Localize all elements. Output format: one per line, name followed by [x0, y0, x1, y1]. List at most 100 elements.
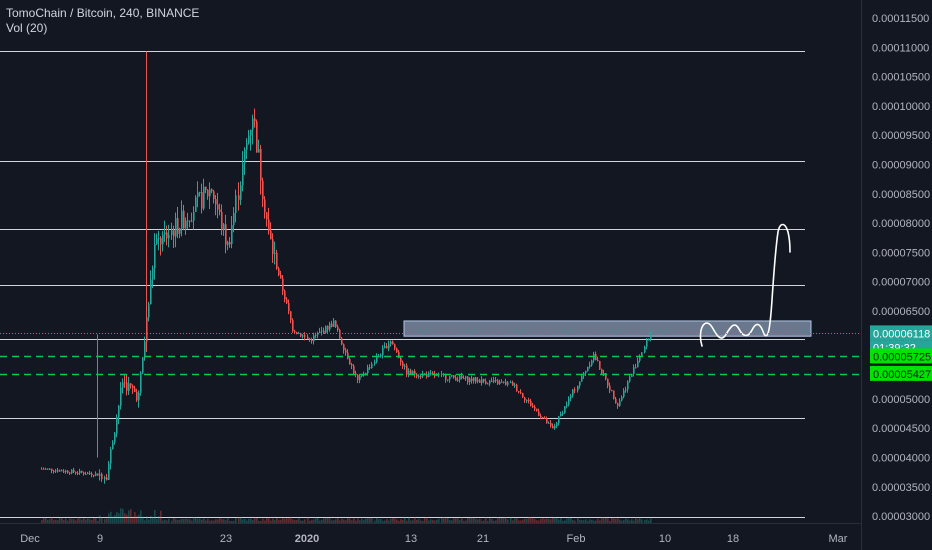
volume-layer [41, 508, 652, 523]
candle-body [296, 332, 298, 334]
volume-bar [485, 517, 487, 523]
volume-bar [122, 508, 124, 523]
candle-body [371, 363, 373, 369]
volume-bar [365, 518, 367, 523]
candle-body [114, 433, 116, 443]
volume-bar [126, 514, 128, 523]
volume-bar [579, 519, 581, 523]
candle-body [288, 302, 290, 312]
candle-body [507, 382, 509, 385]
candle-body [122, 382, 124, 388]
volume-bar [55, 519, 57, 523]
volume-bar [416, 520, 418, 523]
candle-body [398, 352, 400, 358]
volume-bar [585, 519, 587, 523]
volume-bar [309, 520, 311, 523]
candle-body [132, 385, 134, 389]
last-price-label: 0.00006118 [873, 328, 930, 340]
candle-body [357, 374, 359, 381]
volume-bar [144, 520, 146, 523]
candle-body [197, 192, 199, 198]
volume-bar [140, 510, 142, 523]
symbol-title[interactable]: TomoChain / Bitcoin, 240, BINANCE [6, 6, 200, 20]
candle-body [650, 333, 652, 340]
candle-body [382, 347, 384, 356]
volume-bar [63, 520, 65, 523]
volume-bar [619, 519, 621, 523]
volume-bar [491, 519, 493, 523]
volume-bar [420, 520, 422, 523]
candle-body [394, 344, 396, 349]
candle-body [386, 345, 388, 349]
volume-bar [296, 519, 298, 523]
volume-bar [195, 517, 197, 523]
volume-bar [160, 510, 162, 523]
volume-bar [347, 517, 349, 523]
candle-body [593, 354, 595, 361]
volume-bar [544, 519, 546, 523]
candle-body [112, 442, 114, 450]
candle-body [627, 381, 629, 390]
volume-bar [349, 518, 351, 523]
candle-body [217, 204, 219, 210]
volume-bar [278, 519, 280, 523]
volume-bar [386, 519, 388, 523]
volume-bar [615, 519, 617, 523]
volume-bar [633, 520, 635, 523]
volume-bar [359, 520, 361, 523]
candle-body [400, 357, 402, 363]
candle-body [554, 426, 556, 429]
candle-body [558, 416, 560, 424]
volume-bar [191, 520, 193, 523]
volume-bar [183, 519, 185, 523]
volume-bar [447, 517, 449, 523]
volume-bar [242, 519, 244, 523]
volume-bar [81, 519, 83, 523]
volume-bar [378, 519, 380, 523]
volume-bar [179, 519, 181, 523]
volume-bar [432, 520, 434, 523]
candle-body [589, 365, 591, 367]
candle-body [79, 470, 81, 474]
volume-bar [114, 514, 116, 523]
volume-bar [481, 520, 483, 523]
candle-body [380, 355, 382, 357]
volume-bar [556, 517, 558, 523]
volume-bar [394, 518, 396, 523]
candle-body [83, 472, 85, 474]
time-axis[interactable]: Dec 9 23 2020 13 21 Feb 10 18 Mar [20, 533, 848, 545]
candle-body [128, 383, 130, 391]
candle-body [156, 238, 158, 244]
projection-drawing[interactable] [699, 223, 791, 347]
volume-indicator-label[interactable]: Vol (20) [6, 21, 48, 35]
volume-bar [311, 520, 313, 523]
volume-bar [477, 519, 479, 523]
volume-bar [345, 520, 347, 523]
volume-bar [402, 519, 404, 523]
volume-bar [286, 517, 288, 523]
candle-body [540, 415, 542, 418]
candle-body [61, 470, 63, 472]
volume-bar [623, 519, 625, 523]
volume-bar [49, 519, 51, 523]
support-price-badge [870, 365, 932, 381]
candle-body [307, 336, 309, 339]
volume-bar [150, 516, 152, 523]
candle-body [457, 379, 459, 381]
candle-body [315, 334, 317, 336]
volume-bar [315, 517, 317, 523]
candle-body [579, 381, 581, 386]
candle-body [55, 470, 57, 472]
candle-body [635, 367, 637, 369]
time-tick-label: 21 [477, 533, 489, 545]
volume-bar [646, 519, 648, 523]
volume-bar [566, 518, 568, 523]
candle-body [158, 238, 160, 240]
volume-bar [367, 518, 369, 523]
candle-body [607, 378, 609, 386]
candle-body [99, 474, 101, 476]
volume-bar [284, 518, 286, 523]
volume-bar [280, 519, 282, 523]
candle-body [134, 388, 136, 392]
